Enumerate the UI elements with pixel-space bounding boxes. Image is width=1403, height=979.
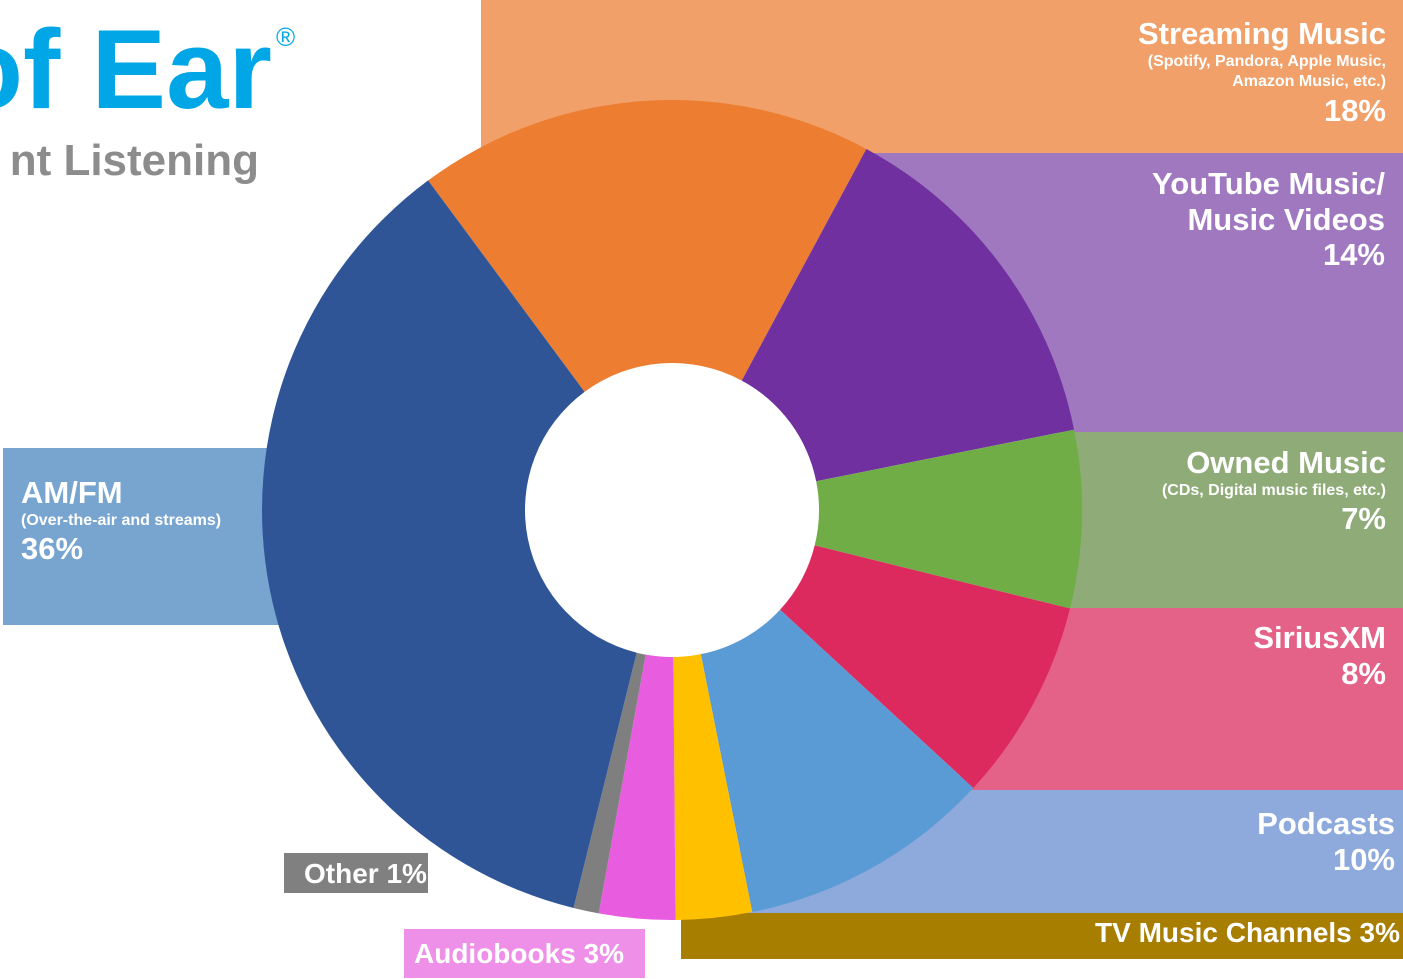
slice xyxy=(741,149,1075,482)
label-box xyxy=(681,913,1403,959)
slice xyxy=(780,545,1070,789)
slice-label: Other 1% xyxy=(304,858,427,890)
slice-label: Owned Music (CDs, Digital music files, et… xyxy=(1146,445,1386,537)
value-label: 1% xyxy=(386,858,427,889)
category-name: SiriusXM xyxy=(1253,620,1386,655)
slice xyxy=(598,654,676,920)
category-note: (CDs, Digital music files, etc.) xyxy=(1161,481,1386,499)
category-name: Streaming Music xyxy=(1137,16,1386,51)
category-name: Owned Music xyxy=(1186,445,1386,480)
slice-label: TV Music Channels 3% xyxy=(1095,917,1400,949)
donut xyxy=(262,100,1082,920)
value-label: 36% xyxy=(21,531,84,567)
slice-label: Audiobooks 3% xyxy=(414,938,624,970)
chart-title: of Ear xyxy=(0,7,272,132)
category-name: YouTube Music/ Music Videos xyxy=(1151,166,1385,237)
category-name: Audiobooks xyxy=(414,938,576,969)
value-label: 3% xyxy=(583,938,625,969)
slice xyxy=(262,180,637,908)
slice-label: YouTube Music/ Music Videos 14% xyxy=(1085,166,1385,273)
category-name: Podcasts xyxy=(1257,806,1395,841)
slice-label: SiriusXM 8% xyxy=(1146,620,1386,691)
slice xyxy=(573,652,646,914)
slice-label: Streaming Music (Spotify, Pandora, Apple … xyxy=(1086,16,1386,129)
value-label: 8% xyxy=(1341,655,1386,691)
value-label: 7% xyxy=(1341,501,1386,537)
category-note: (Spotify, Pandora, Apple Music, Amazon M… xyxy=(1147,52,1386,91)
category-name: TV Music Channels xyxy=(1095,917,1352,948)
label-box xyxy=(3,448,293,625)
slice xyxy=(700,609,974,913)
value-label: 3% xyxy=(1359,917,1400,948)
value-label: 18% xyxy=(1323,93,1386,129)
slice-label: Podcasts 10% xyxy=(1155,806,1395,877)
value-label: 14% xyxy=(1322,237,1385,273)
label-box xyxy=(284,853,428,893)
slice xyxy=(428,100,867,392)
category-note: (Over-the-air and streams) xyxy=(21,511,222,529)
slice xyxy=(673,654,753,920)
slice xyxy=(814,429,1082,609)
title-mark: ® xyxy=(276,22,295,52)
category-name: AM/FM xyxy=(21,475,123,510)
slice-label: AM/FM (Over-the-air and streams) 36% xyxy=(21,475,281,567)
category-name: Other xyxy=(304,858,379,889)
value-label: 10% xyxy=(1332,841,1395,877)
chart-subtitle: nt Listening xyxy=(10,136,259,185)
label-box xyxy=(1060,432,1403,608)
label-box xyxy=(404,929,645,978)
